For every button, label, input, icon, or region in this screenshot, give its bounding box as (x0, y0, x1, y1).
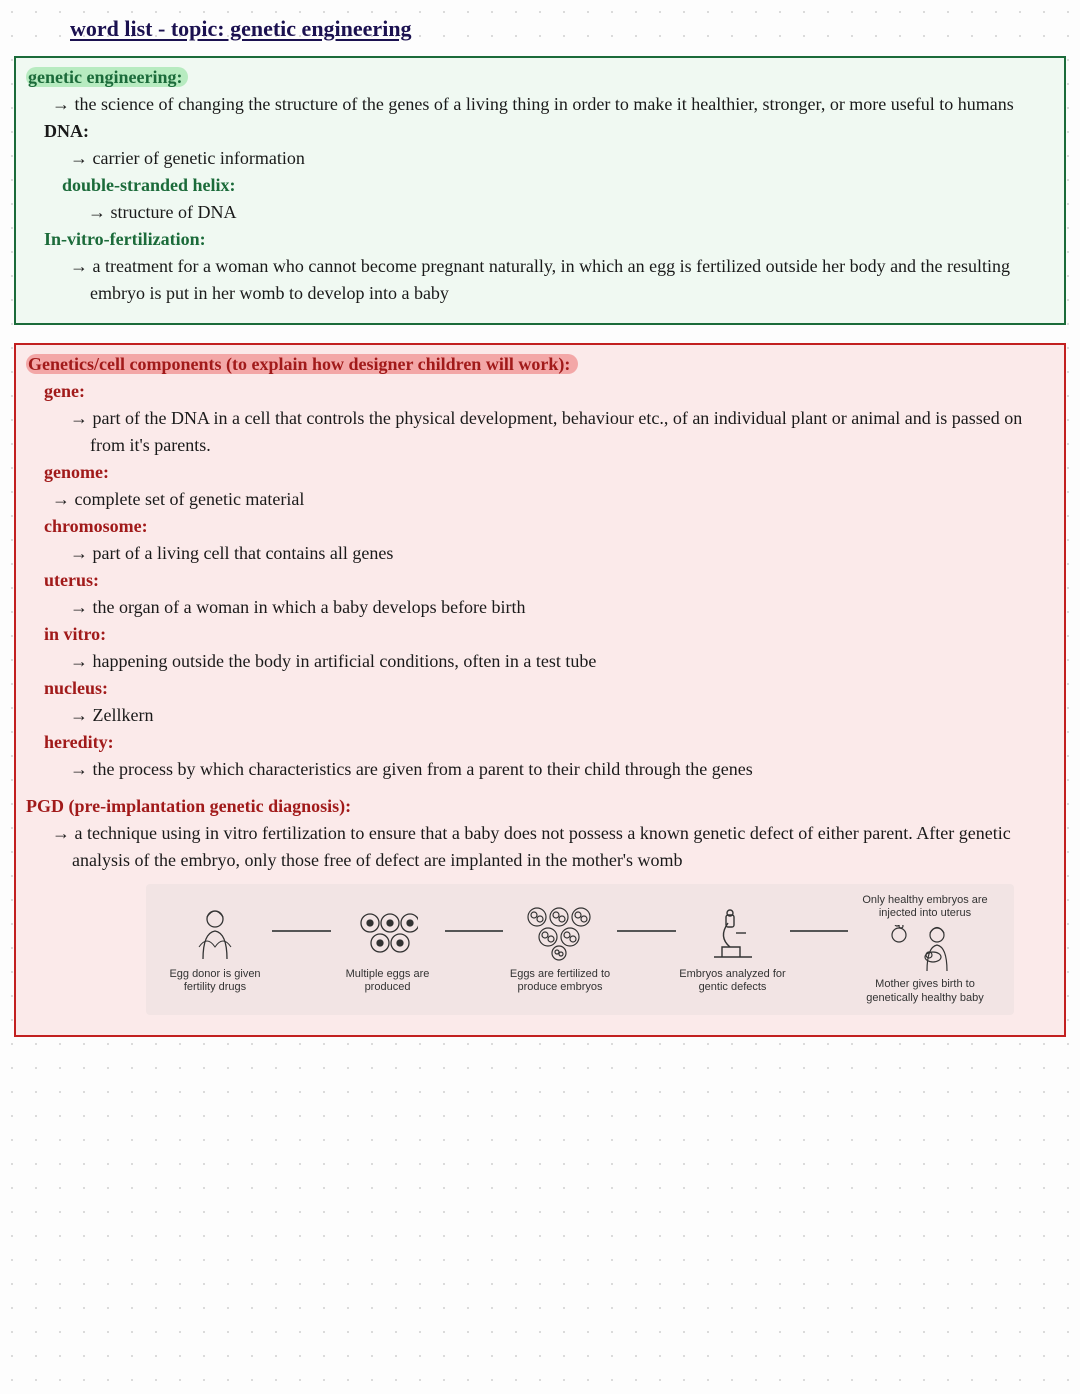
connector-icon (272, 930, 331, 932)
term-helix: double-stranded helix: (62, 172, 1054, 199)
diagram-cap-4: Embryos analyzed for gentic defects (678, 968, 788, 994)
def-pgd: a technique using in vitro fertilization… (44, 820, 1054, 874)
def-uterus: the organ of a woman in which a baby dev… (62, 594, 1054, 621)
diagram-step-5: Only healthy embryos are injected into u… (850, 894, 1000, 1005)
definitions-red-box: Genetics/cell components (to explain how… (14, 343, 1066, 1037)
connector-icon (617, 930, 676, 932)
def-dna: carrier of genetic information (62, 145, 1054, 172)
diagram-step-1: Egg donor is given fertility drugs (160, 904, 270, 994)
term-in-vitro: in vitro: (44, 621, 1054, 648)
def-ivf: a treatment for a woman who cannot becom… (62, 253, 1054, 307)
diagram-step-4: Embryos analyzed for gentic defects (678, 904, 788, 994)
section-header-genetics: Genetics/cell components (to explain how… (26, 351, 1054, 378)
diagram-cap-5-bot: Mother gives birth to genetically health… (850, 978, 1000, 1004)
term-gene: gene: (44, 378, 1054, 405)
term-chromosome: chromosome: (44, 513, 1054, 540)
connector-icon (790, 930, 849, 932)
term-pgd: PGD (pre-implantation genetic diagnosis)… (26, 793, 1054, 820)
diagram-cap-3: Eggs are fertilized to produce embryos (505, 968, 615, 994)
def-genetic-engineering: the science of changing the structure of… (44, 91, 1054, 118)
diagram-cap-5-top: Only healthy embryos are injected into u… (850, 894, 1000, 920)
page-title: word list - topic: genetic engineering (0, 0, 1080, 50)
embryos-icon (525, 904, 595, 964)
mother-baby-icon (885, 924, 965, 974)
definitions-green-box: genetic engineering: the science of chan… (14, 56, 1066, 325)
diagram-cap-2: Multiple eggs are produced (333, 968, 443, 994)
def-in-vitro: happening outside the body in artificial… (62, 648, 1054, 675)
microscope-icon (710, 904, 756, 964)
def-chromosome: part of a living cell that contains all … (62, 540, 1054, 567)
term-nucleus: nucleus: (44, 675, 1054, 702)
diagram-step-2: Multiple eggs are produced (333, 904, 443, 994)
eggs-icon (358, 904, 418, 964)
def-gene: part of the DNA in a cell that controls … (62, 405, 1054, 459)
def-heredity: the process by which characteristics are… (62, 756, 1054, 783)
def-helix: structure of DNA (80, 199, 1054, 226)
term-uterus: uterus: (44, 567, 1054, 594)
connector-icon (445, 930, 504, 932)
def-nucleus: Zellkern (62, 702, 1054, 729)
woman-icon (193, 904, 237, 964)
term-dna: DNA: (44, 118, 1054, 145)
term-genome: genome: (44, 459, 1054, 486)
term-genetic-engineering: genetic engineering: (26, 64, 1054, 91)
diagram-step-3: Eggs are fertilized to produce embryos (505, 904, 615, 994)
pgd-diagram: Egg donor is given fertility drugs Multi… (146, 884, 1014, 1015)
diagram-cap-1: Egg donor is given fertility drugs (160, 968, 270, 994)
term-heredity: heredity: (44, 729, 1054, 756)
term-ivf: In-vitro-fertilization: (44, 226, 1054, 253)
def-genome: complete set of genetic material (44, 486, 1054, 513)
